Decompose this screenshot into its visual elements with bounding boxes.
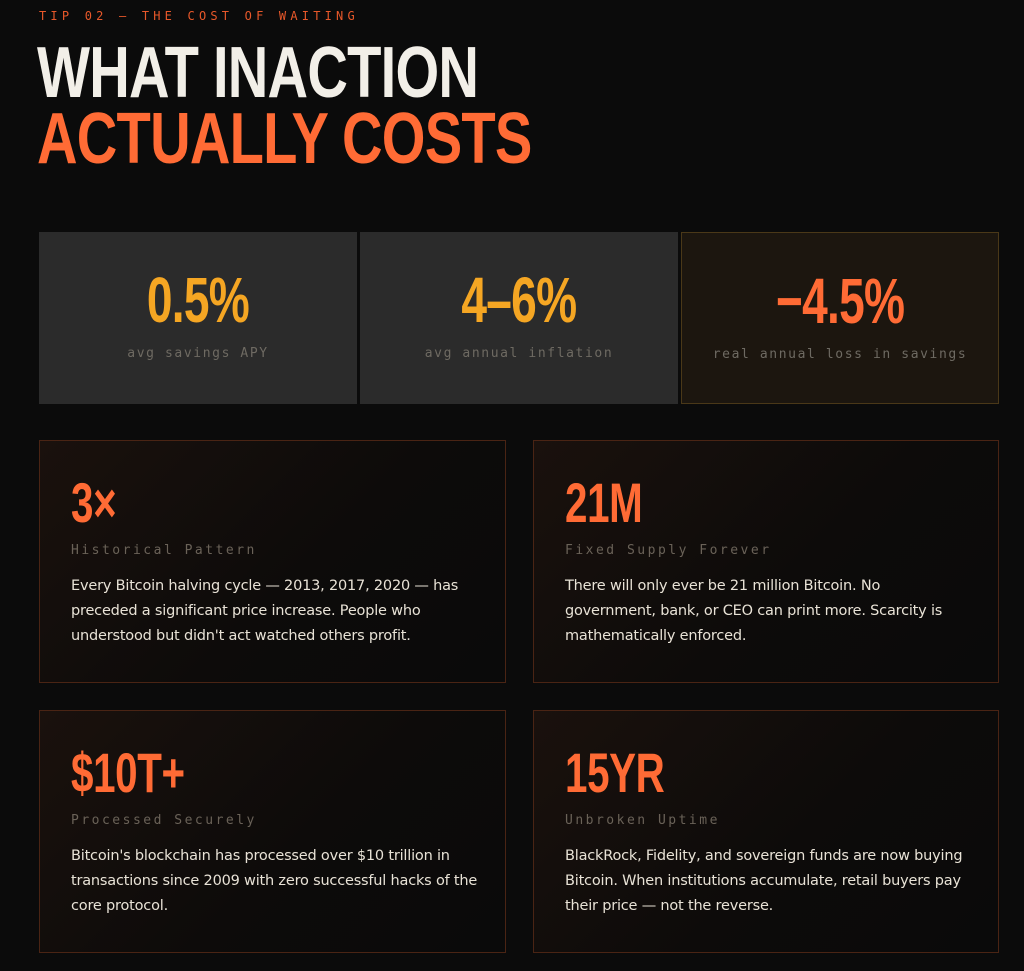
stat-savings-apy: 0.5% avg savings APY (39, 232, 357, 404)
headline-line-2: ACTUALLY COSTS (37, 99, 532, 179)
stat-value: 0.5% (146, 264, 250, 336)
card-body: Every Bitcoin halving cycle — 2013, 2017… (71, 578, 459, 644)
page-headline: WHAT INACTION ACTUALLY COSTS (37, 33, 532, 179)
stat-label: avg savings APY (127, 346, 269, 361)
card-processed-securely: $10T+ Processed Securely Bitcoin's block… (39, 710, 506, 953)
card-historical-pattern: 3× Historical Pattern Every Bitcoin halv… (39, 440, 506, 683)
stat-real-loss: −4.5% real annual loss in savings (681, 232, 999, 404)
headline-line-1: WHAT INACTION (37, 33, 479, 113)
card-subtitle: Unbroken Uptime (565, 813, 720, 828)
card-subtitle: Fixed Supply Forever (565, 543, 772, 558)
card-body: Bitcoin's blockchain has processed over … (71, 848, 478, 914)
stat-value: −4.5% (775, 265, 905, 337)
stat-value: 4–6% (461, 264, 578, 336)
card-figure: $10T+ (71, 741, 185, 804)
card-subtitle: Processed Securely (71, 813, 257, 828)
card-subtitle: Historical Pattern (71, 543, 257, 558)
card-fixed-supply: 21M Fixed Supply Forever There will only… (533, 440, 999, 683)
stat-label: avg annual inflation (424, 346, 614, 361)
card-body: There will only ever be 21 million Bitco… (565, 578, 943, 644)
stat-inflation: 4–6% avg annual inflation (360, 232, 678, 404)
stat-label: real annual loss in savings (712, 347, 968, 362)
card-body: BlackRock, Fidelity, and sovereign funds… (565, 848, 963, 914)
card-figure: 15YR (565, 741, 665, 804)
card-figure: 21M (565, 471, 643, 534)
eyebrow-label: TIP 02 — THE COST OF WAITING (39, 9, 359, 23)
card-figure: 3× (71, 471, 117, 534)
card-unbroken-uptime: 15YR Unbroken Uptime BlackRock, Fidelity… (533, 710, 999, 953)
